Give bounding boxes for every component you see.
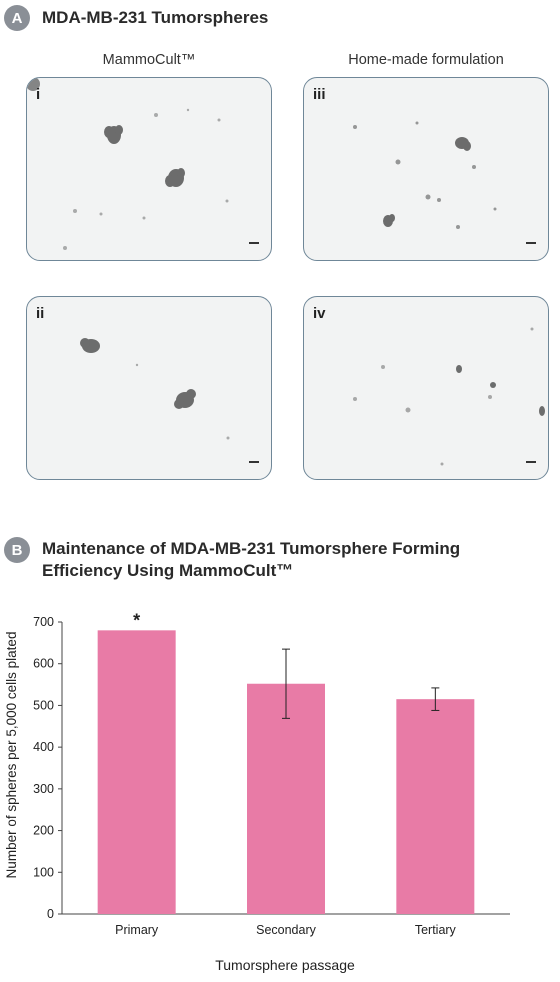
x-tick-label: Tertiary (415, 923, 457, 937)
y-axis-label: Number of spheres per 5,000 cells plated (4, 632, 19, 879)
y-tick-label: 200 (33, 824, 54, 838)
y-tick-label: 0 (47, 907, 54, 921)
x-tick-label: Primary (115, 923, 159, 937)
y-tick-label: 300 (33, 782, 54, 796)
micrograph-iv: iv (303, 296, 549, 480)
scale-bar (249, 461, 259, 463)
y-tick-label: 100 (33, 865, 54, 879)
micrograph-i: i (26, 77, 272, 261)
micrograph-iii: iii (303, 77, 549, 261)
scale-bar (249, 242, 259, 244)
micrograph-label-iii: iii (313, 86, 326, 103)
micrograph-label-ii: ii (36, 305, 44, 322)
spheres-iv (304, 297, 549, 480)
x-tick-label: Secondary (256, 923, 317, 937)
column-label-mammocult: MammoCult™ (26, 52, 272, 68)
micrograph-label-iv: iv (313, 305, 326, 322)
micrograph-ii: ii (26, 296, 272, 480)
y-tick-label: 700 (33, 615, 54, 629)
spheres-i (27, 78, 272, 261)
panel-b-badge: B (4, 537, 30, 563)
micrograph-label-i: i (36, 86, 40, 103)
bar-primary (98, 630, 176, 914)
column-label-home-made: Home-made formulation (303, 52, 549, 68)
x-axis-label: Tumorsphere passage (215, 957, 355, 973)
scale-bar (526, 242, 536, 244)
spheres-iii (304, 78, 549, 261)
y-tick-label: 400 (33, 740, 54, 754)
panel-b-title-line1: Maintenance of MDA-MB-231 Tumorsphere Fo… (42, 538, 460, 560)
y-tick-label: 600 (33, 657, 54, 671)
panel-a-title: MDA-MB-231 Tumorspheres (42, 7, 268, 29)
significance-marker: * (133, 610, 140, 630)
y-tick-label: 500 (33, 698, 54, 712)
scale-bar (526, 461, 536, 463)
panel-a-badge: A (4, 5, 30, 31)
bar-chart: 0 100 200 300 400 500 600 700 Primary Secondary T… (0, 600, 560, 982)
y-axis: 0 100 200 300 400 500 600 700 (33, 615, 62, 921)
bar-tertiary (396, 699, 474, 914)
bars: * (98, 610, 475, 914)
panel-b-title-line2: Efficiency Using MammoCult™ (42, 560, 293, 582)
x-axis: Primary Secondary Tertiary (62, 914, 510, 937)
spheres-ii (27, 297, 272, 480)
